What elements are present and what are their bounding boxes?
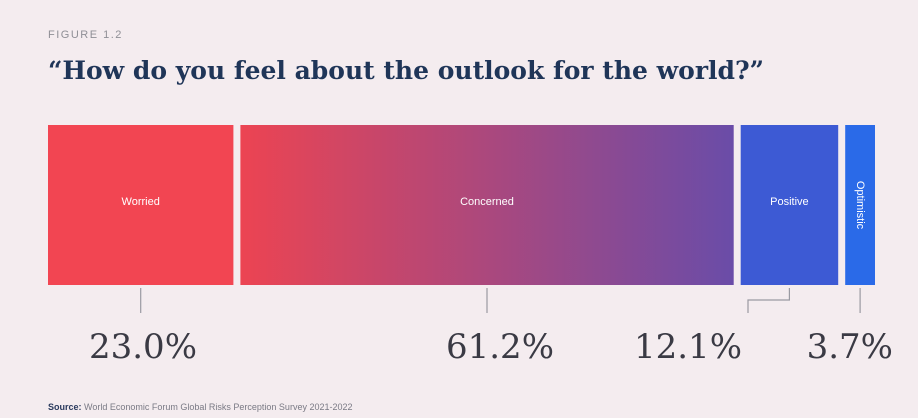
bar-segment-concerned: [240, 125, 734, 285]
bar-segment-optimistic: [845, 125, 875, 285]
chart-title: “How do you feel about the outlook for t…: [48, 56, 765, 85]
category-label-positive: Positive: [770, 196, 809, 208]
source-label: Source:: [48, 402, 82, 412]
bar-segment-worried: [48, 125, 234, 285]
category-label-worried: Worried: [122, 196, 160, 208]
value-label-worried: 23.0%: [89, 327, 197, 367]
value-label-concerned: 61.2%: [446, 327, 554, 367]
source-note: Source: World Economic Forum Global Risk…: [48, 402, 352, 412]
value-label-positive: 12.1%: [634, 327, 742, 367]
bar-segment-positive: [740, 125, 839, 285]
figure-label: FIGURE 1.2: [48, 29, 123, 41]
category-label-concerned: Concerned: [460, 196, 514, 208]
value-label-optimistic: 3.7%: [807, 327, 893, 367]
category-label-optimistic: Optimistic: [854, 181, 866, 230]
leader-line-positive: [747, 288, 790, 313]
source-text: World Economic Forum Global Risks Percep…: [84, 402, 353, 412]
